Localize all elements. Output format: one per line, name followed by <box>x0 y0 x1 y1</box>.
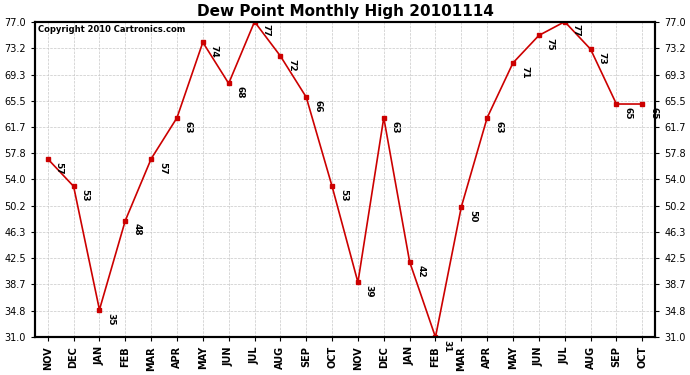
Text: 63: 63 <box>391 120 400 133</box>
Text: 57: 57 <box>158 162 167 174</box>
Text: 77: 77 <box>262 24 270 37</box>
Title: Dew Point Monthly High 20101114: Dew Point Monthly High 20101114 <box>197 4 493 19</box>
Text: 75: 75 <box>546 38 555 51</box>
Text: 66: 66 <box>313 100 322 112</box>
Text: 53: 53 <box>81 189 90 202</box>
Text: 39: 39 <box>365 285 374 298</box>
Text: 65: 65 <box>649 107 658 119</box>
Text: 42: 42 <box>417 264 426 277</box>
Text: 77: 77 <box>571 24 581 37</box>
Text: 63: 63 <box>494 120 503 133</box>
Text: 35: 35 <box>106 312 115 325</box>
Text: 74: 74 <box>210 45 219 58</box>
Text: 53: 53 <box>339 189 348 202</box>
Text: Copyright 2010 Cartronics.com: Copyright 2010 Cartronics.com <box>38 25 186 34</box>
Text: 31: 31 <box>442 340 451 352</box>
Text: 63: 63 <box>184 120 193 133</box>
Text: 57: 57 <box>55 162 63 174</box>
Text: 72: 72 <box>287 59 296 71</box>
Text: 48: 48 <box>132 224 141 236</box>
Text: 73: 73 <box>598 52 607 64</box>
Text: 65: 65 <box>623 107 632 119</box>
Text: 50: 50 <box>469 210 477 222</box>
Text: 71: 71 <box>520 66 529 78</box>
Text: 68: 68 <box>235 86 245 99</box>
